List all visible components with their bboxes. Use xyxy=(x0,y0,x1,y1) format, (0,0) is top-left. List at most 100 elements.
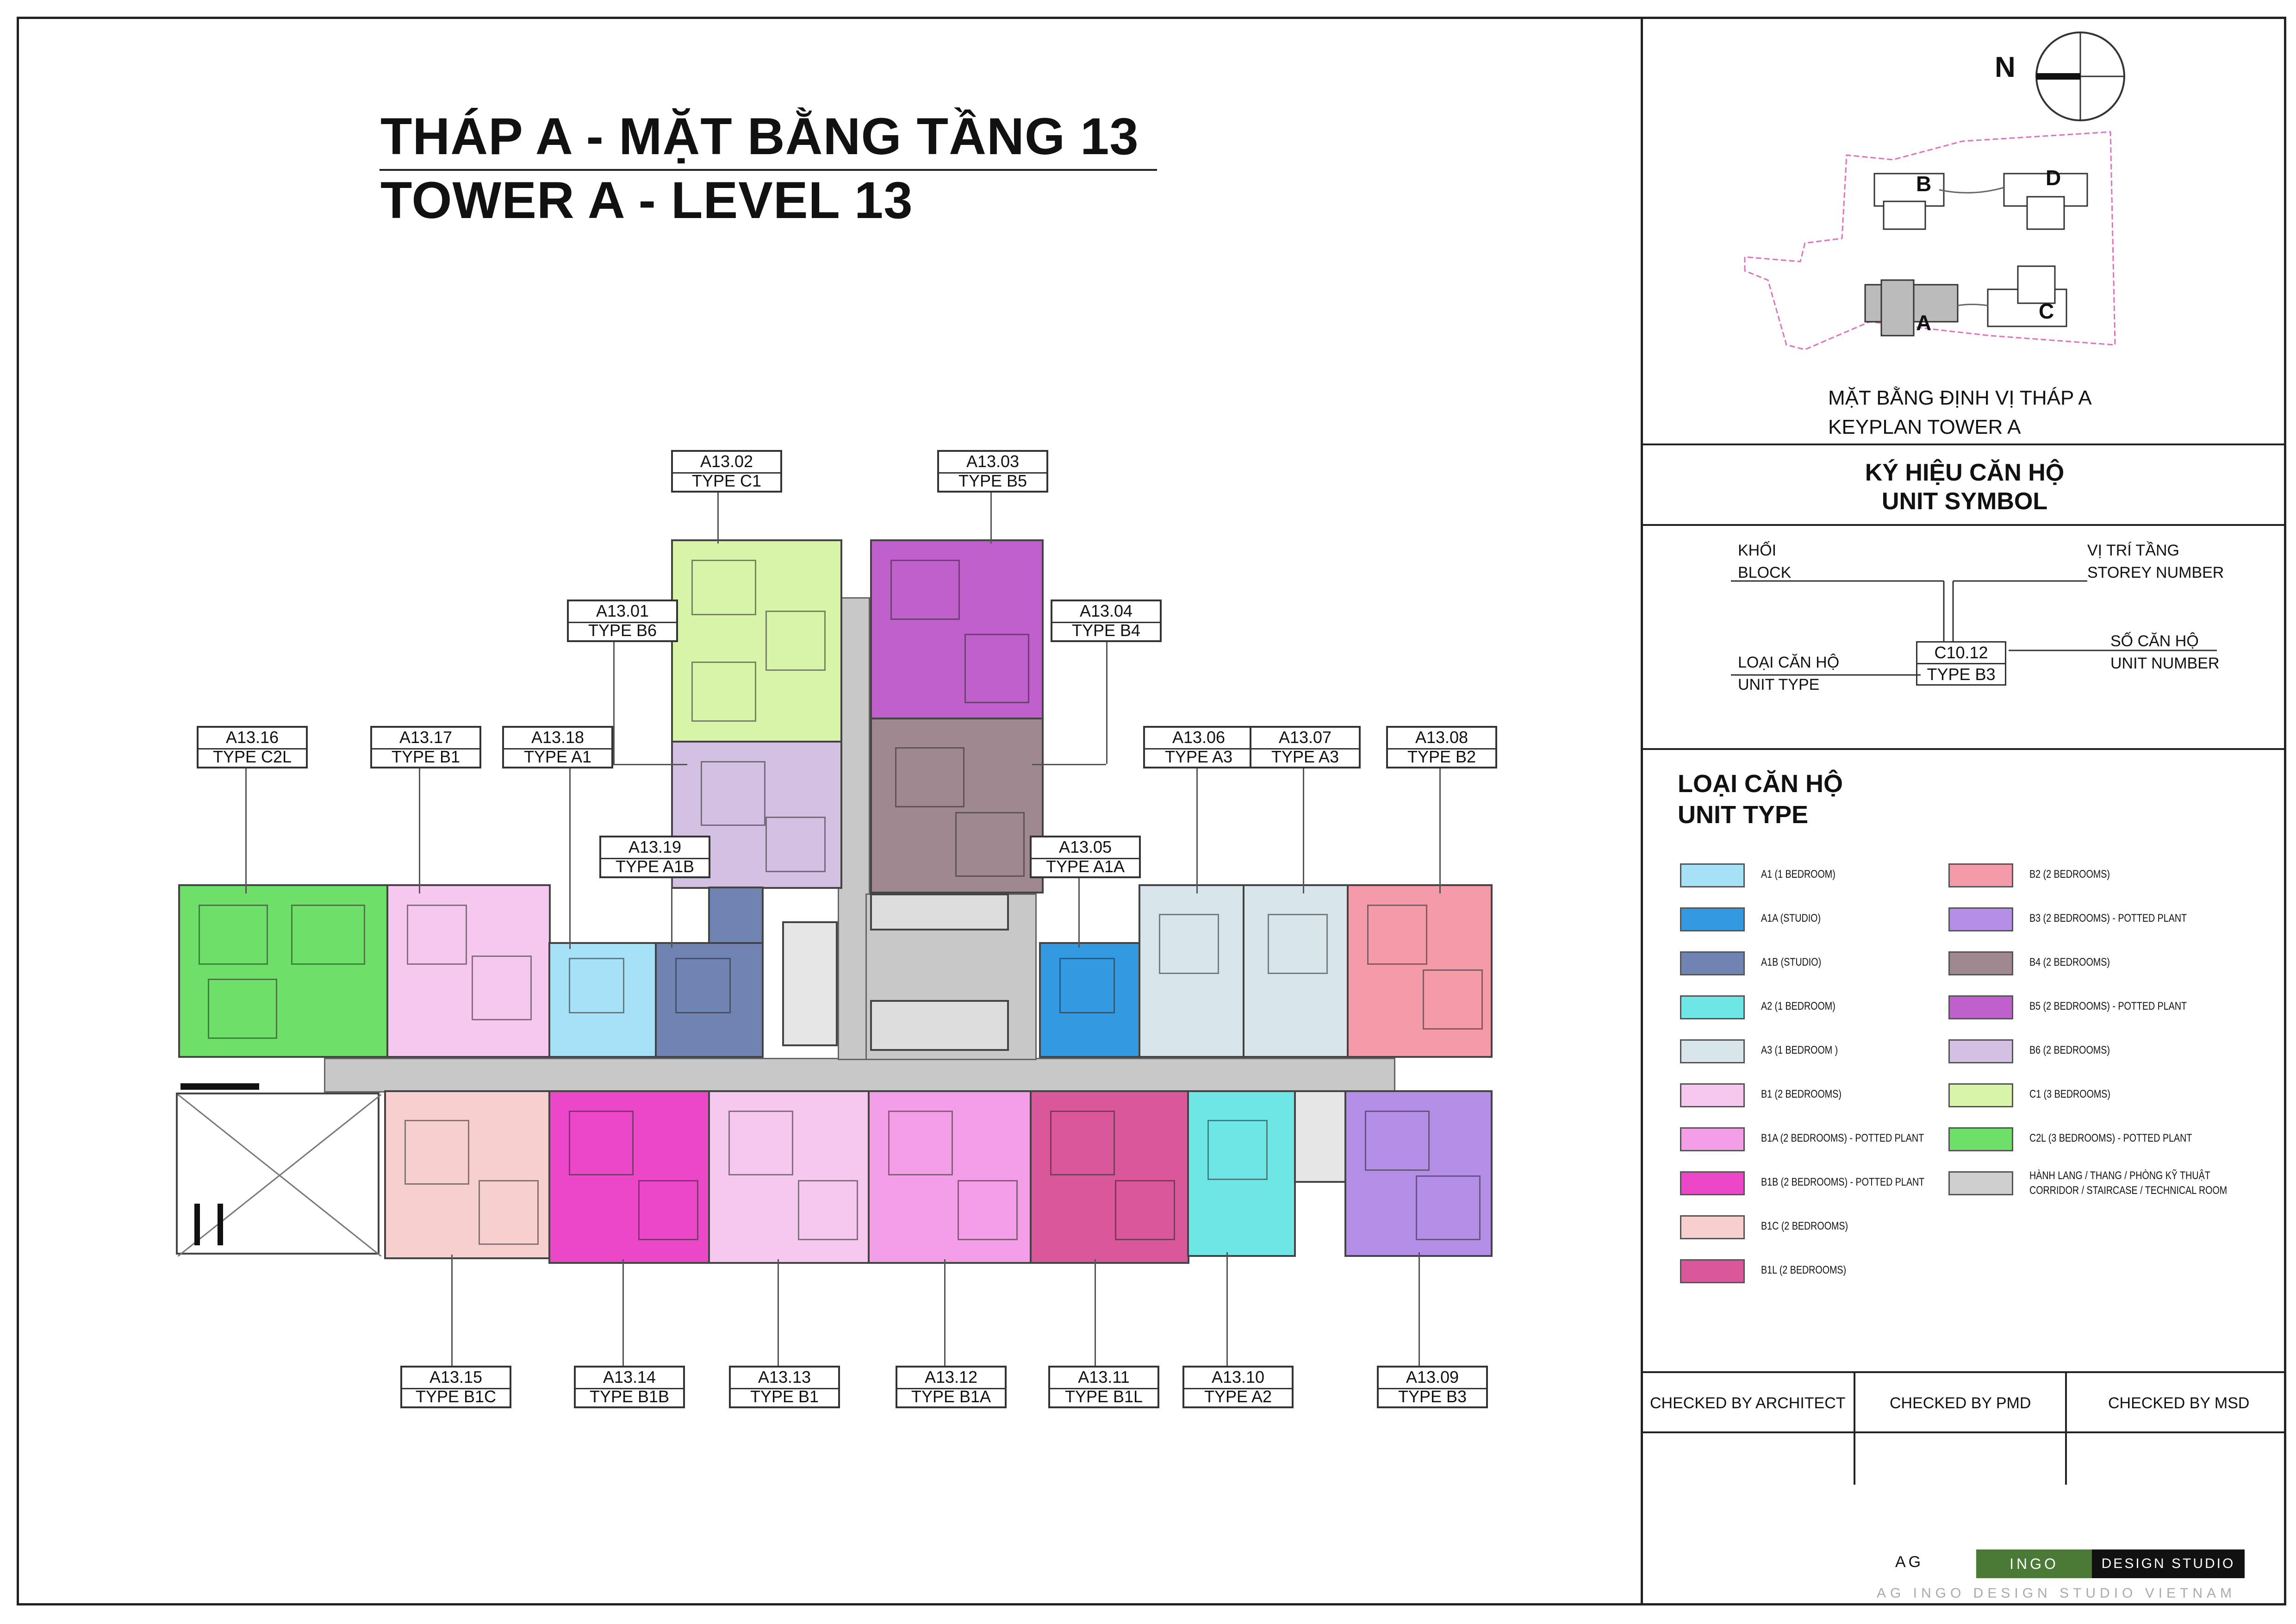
unit-tag-a13-17: A13.17 TYPE B1 xyxy=(370,726,481,768)
leader-line xyxy=(1226,1252,1228,1366)
legend-swatch xyxy=(1680,1215,1745,1239)
unit-tag-a13-19: A13.19 TYPE A1B xyxy=(599,836,710,878)
unit-tag-a13-15: A13.15 TYPE B1C xyxy=(400,1366,511,1408)
unit-a13-04[interactable] xyxy=(870,718,1044,893)
legend-label: A3 (1 BEDROOM ) xyxy=(1761,1044,1838,1056)
leader-line xyxy=(778,1259,779,1366)
leader-line xyxy=(1078,878,1080,948)
unit-tag-a13-11: A13.11 TYPE B1L xyxy=(1048,1366,1159,1408)
legend-label: B2 (2 BEDROOMS) xyxy=(2029,868,2110,881)
checked-by-architect: CHECKED BY ARCHITECT xyxy=(1650,1394,1846,1412)
symbol-unit-type-vi: LOẠI CĂN HỘ xyxy=(1738,654,1840,671)
legend-swatch xyxy=(1680,995,1745,1019)
open-void xyxy=(176,1093,381,1256)
unit-tag-a13-07: A13.07 TYPE A3 xyxy=(1250,726,1361,768)
unit-a13-10[interactable] xyxy=(1187,1090,1296,1257)
unit-a13-17[interactable] xyxy=(386,884,551,1058)
void-cross-lines xyxy=(178,1094,381,1256)
leader-line xyxy=(613,642,615,764)
leader-line xyxy=(419,768,420,893)
unit-a13-15[interactable] xyxy=(384,1090,551,1259)
keyplan-caption-vi: MẶT BẰNG ĐỊNH VỊ THÁP A xyxy=(1828,387,2092,409)
leader-line xyxy=(1032,764,1106,765)
symbol-unit-number-en: UNIT NUMBER xyxy=(2110,655,2220,672)
unit-a13-05[interactable] xyxy=(1039,942,1141,1058)
legend-swatch xyxy=(1680,951,1745,975)
unit-a13-06[interactable] xyxy=(1139,884,1245,1058)
legend-label: A1 (1 BEDROOM) xyxy=(1761,868,1836,881)
symbol-unit-type-en: UNIT TYPE xyxy=(1738,676,1820,693)
legend-heading-en: UNIT TYPE xyxy=(1678,801,1809,829)
leader-line xyxy=(569,768,571,949)
check-divider-2 xyxy=(2065,1371,2067,1485)
unit-tag-a13-16: A13.16 TYPE C2L xyxy=(197,726,308,768)
unit-a13-13[interactable] xyxy=(708,1090,870,1264)
unit-a13-14[interactable] xyxy=(548,1090,710,1264)
leader-line xyxy=(245,768,247,893)
logo-footer: AG INGO DESIGN STUDIO VIETNAM xyxy=(1877,1586,2236,1601)
legend-swatch xyxy=(1948,863,2013,887)
unit-tag-a13-08: A13.08 TYPE B2 xyxy=(1386,726,1497,768)
unit-a13-09[interactable] xyxy=(1344,1090,1493,1257)
legend-swatch xyxy=(1680,1259,1745,1283)
unit-tag-a13-13: A13.13 TYPE B1 xyxy=(729,1366,840,1408)
unit-a13-08[interactable] xyxy=(1347,884,1493,1058)
unit-a13-03[interactable] xyxy=(870,539,1044,720)
elevator-shafts-lower xyxy=(870,1000,1009,1051)
legend-swatch xyxy=(1948,907,2013,931)
legend-label: B5 (2 BEDROOMS) - POTTED PLANT xyxy=(2029,1000,2187,1012)
keyplan-block-b: B xyxy=(1916,172,1932,196)
legend-label: B4 (2 BEDROOMS) xyxy=(2029,956,2110,968)
check-divider-1 xyxy=(1854,1371,1855,1485)
panel-rule-legend xyxy=(1642,1371,2286,1373)
unit-tag-a13-02: A13.02 TYPE C1 xyxy=(671,450,782,493)
legend-heading-vi: LOẠI CĂN HỘ xyxy=(1678,770,1843,798)
unit-tag-a13-12: A13.12 TYPE B1A xyxy=(896,1366,1007,1408)
symbol-sample-tag: C10.12 TYPE B3 xyxy=(1916,641,2006,686)
panel-rule-checks xyxy=(1642,1431,2286,1433)
unit-a13-11[interactable] xyxy=(1030,1090,1189,1264)
north-label: N xyxy=(1995,51,2016,83)
symbol-leader-lines xyxy=(1731,580,2217,676)
legend-swatch xyxy=(1948,951,2013,975)
unit-a13-18[interactable] xyxy=(548,942,657,1058)
unit-tag-a13-09: A13.09 TYPE B3 xyxy=(1377,1366,1488,1408)
unit-tag-a13-06: A13.06 TYPE A3 xyxy=(1143,726,1254,768)
keyplan-block-d: D xyxy=(2046,166,2061,190)
unit-tag-a13-04: A13.04 TYPE B4 xyxy=(1051,600,1162,642)
legend-label: B3 (2 BEDROOMS) - POTTED PLANT xyxy=(2029,912,2187,924)
legend-label: A1A (STUDIO) xyxy=(1761,912,1821,924)
checked-by-msd: CHECKED BY MSD xyxy=(2108,1394,2250,1412)
unit-tag-a13-05: A13.05 TYPE A1A xyxy=(1030,836,1141,878)
unit-tag-a13-14: A13.14 TYPE B1B xyxy=(574,1366,685,1408)
legend-label-secondary: CORRIDOR / STAIRCASE / TECHNICAL ROOM xyxy=(2029,1184,2228,1197)
unit-a13-02[interactable] xyxy=(671,539,842,743)
symbol-block-en: BLOCK xyxy=(1738,564,1792,581)
logo-ingo: INGO xyxy=(1976,1549,2092,1578)
legend-label: HÀNH LANG / THANG / PHÒNG KỸ THUẬT xyxy=(2029,1169,2210,1182)
unit-a13-16[interactable] xyxy=(178,884,389,1058)
legend-label: C1 (3 BEDROOMS) xyxy=(2029,1088,2110,1100)
wall-segment xyxy=(194,1204,200,1245)
legend-label: B1 (2 BEDROOMS) xyxy=(1761,1088,1842,1100)
elevator-shafts-upper xyxy=(870,893,1009,931)
leader-line xyxy=(944,1259,946,1366)
panel-divider xyxy=(1641,17,1643,1605)
unit-symbol-heading: KÝ HIỆU CĂN HỘ UNIT SYMBOL xyxy=(1865,459,2065,515)
title-line-english: TOWER A - LEVEL 13 xyxy=(380,171,913,229)
legend-swatch xyxy=(1948,1039,2013,1063)
unit-a13-07[interactable] xyxy=(1243,884,1349,1058)
leader-line xyxy=(717,493,719,543)
leader-line xyxy=(1419,1252,1420,1366)
unit-a13-19[interactable] xyxy=(655,942,764,1058)
keyplan-block-c: C xyxy=(2039,299,2054,323)
title-underline xyxy=(380,169,1157,171)
legend-label: A1B (STUDIO) xyxy=(1761,956,1822,968)
legend-label: B1A (2 BEDROOMS) - POTTED PLANT xyxy=(1761,1132,1924,1144)
legend-swatch xyxy=(1680,863,1745,887)
unit-a13-12[interactable] xyxy=(868,1090,1032,1264)
unit-tag-a13-18: A13.18 TYPE A1 xyxy=(502,726,613,768)
legend-label: C2L (3 BEDROOMS) - POTTED PLANT xyxy=(2029,1132,2192,1144)
floor-plan xyxy=(176,539,1493,1264)
unit-tag-a13-01: A13.01 TYPE B6 xyxy=(567,600,678,642)
